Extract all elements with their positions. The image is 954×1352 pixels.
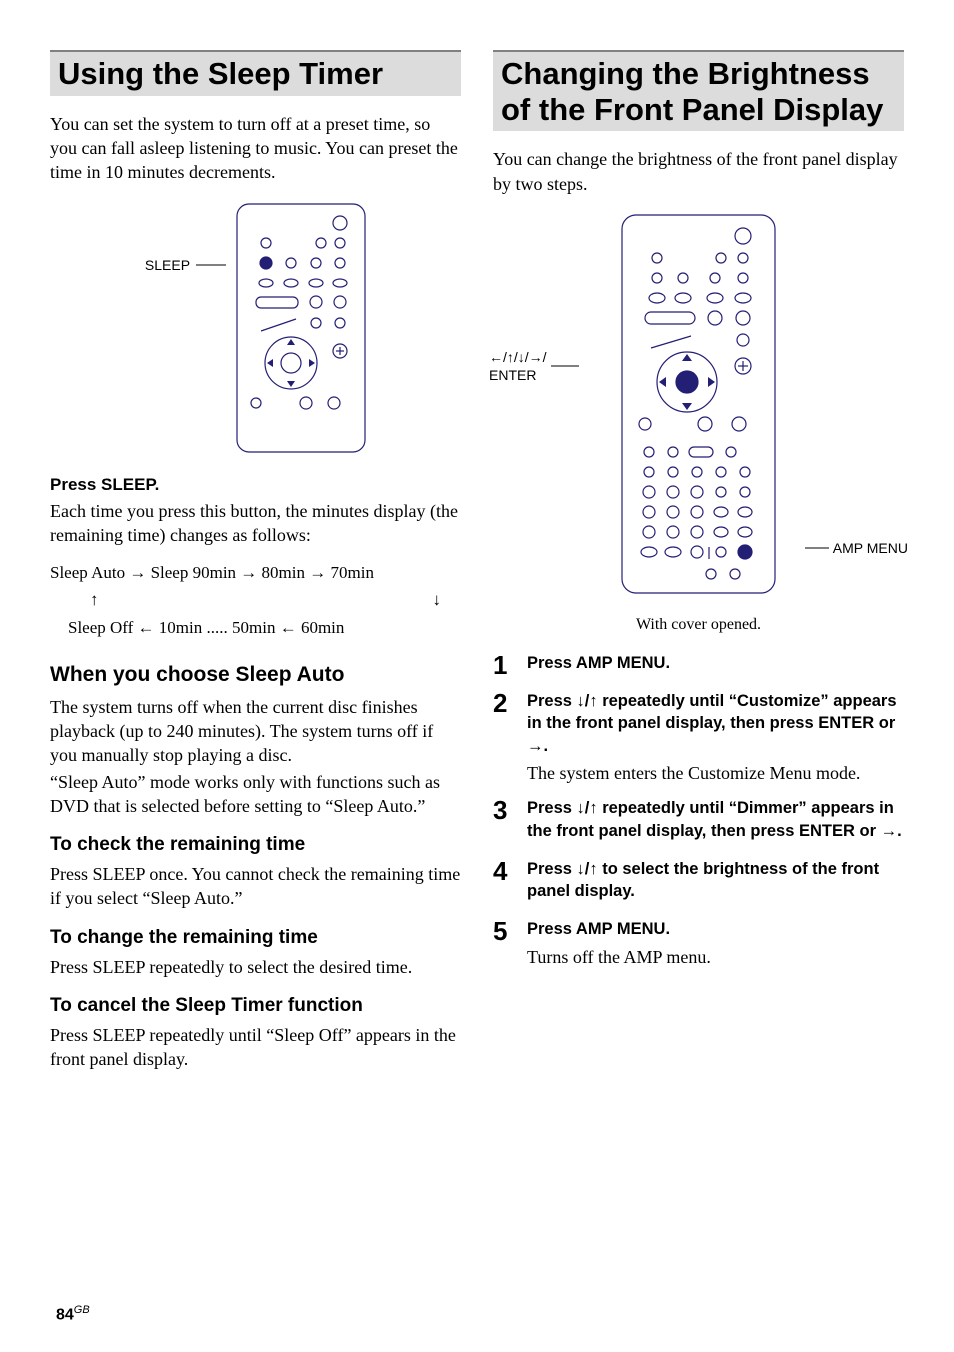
cycle-down-arrow: ↓ [433, 586, 442, 613]
remote-small-icon [236, 203, 366, 453]
step-num: 5 [493, 918, 511, 944]
cancel-body: Press SLEEP repeatedly until “Sleep Off”… [50, 1023, 461, 1072]
step-instr: Press ↓/↑ to select the brightness of th… [527, 858, 904, 903]
auto-body2: “Sleep Auto” mode works only with functi… [50, 770, 461, 819]
press-sleep-heading: Press SLEEP. [50, 475, 461, 495]
callout-line-icon [805, 547, 829, 549]
remote-large-icon [621, 214, 776, 594]
heading-change-remaining: To change the remaining time [50, 927, 461, 949]
page-num-value: 84 [56, 1306, 74, 1323]
step-plain: The system enters the Customize Menu mod… [527, 761, 904, 785]
brightness-steps: 1 Press AMP MENU. 2 Press ↓/↑ repeatedly… [493, 652, 904, 969]
auto-body1: The system turns off when the current di… [50, 695, 461, 768]
step-instr: Press AMP MENU. [527, 652, 904, 674]
callout-line-icon [551, 365, 579, 367]
remote-diagram-brightness: ←/↑/↓/→/ ENTER [493, 214, 904, 594]
callout-amp-menu-label: AMP MENU [833, 540, 908, 556]
callout-enter-label: ←/↑/↓/→/ ENTER [489, 348, 547, 384]
step-num: 2 [493, 690, 511, 716]
step-4: 4 Press ↓/↑ to select the brightness of … [493, 858, 904, 907]
cycle-bottom-row: Sleep Off ← 10min ..... 50min ← 60min [50, 614, 461, 641]
heading-sleep-auto: When you choose Sleep Auto [50, 663, 461, 687]
page-suffix: GB [74, 1304, 90, 1316]
heading-check-remaining: To check the remaining time [50, 834, 461, 856]
step-num: 3 [493, 797, 511, 823]
cycle-top-row: Sleep Auto → Sleep 90min → 80min → 70min [50, 559, 461, 586]
change-body: Press SLEEP repeatedly to select the des… [50, 955, 461, 979]
check-body: Press SLEEP once. You cannot check the r… [50, 862, 461, 911]
step-3: 3 Press ↓/↑ repeatedly until “Dimmer” ap… [493, 797, 904, 846]
cycle-up-arrow: ↑ [90, 586, 99, 613]
page-number: 84GB [56, 1304, 90, 1324]
step-plain: Turns off the AMP menu. [527, 945, 904, 969]
intro-sleep: You can set the system to turn off at a … [50, 112, 461, 185]
step-5: 5 Press AMP MENU. Turns off the AMP menu… [493, 918, 904, 969]
step-instr: Press ↓/↑ repeatedly until “Dimmer” appe… [527, 797, 904, 842]
left-column: Using the Sleep Timer You can set the sy… [50, 50, 461, 1088]
step-num: 1 [493, 652, 511, 678]
press-sleep-body: Each time you press this button, the min… [50, 499, 461, 548]
cover-opened-caption: With cover opened. [493, 616, 904, 634]
step-num: 4 [493, 858, 511, 884]
sleep-cycle-diagram: Sleep Auto → Sleep 90min → 80min → 70min… [50, 559, 461, 641]
callout-sleep-label: SLEEP [145, 257, 190, 273]
remote-diagram-sleep: SLEEP [50, 203, 461, 453]
heading-cancel-sleep: To cancel the Sleep Timer function [50, 995, 461, 1017]
step-instr: Press ↓/↑ repeatedly until “Customize” a… [527, 690, 904, 757]
step-2: 2 Press ↓/↑ repeatedly until “Customize”… [493, 690, 904, 785]
step-instr: Press AMP MENU. [527, 918, 904, 940]
callout-line-icon [196, 264, 226, 266]
section-title-sleep: Using the Sleep Timer [50, 50, 461, 96]
right-column: Changing the Brightness of the Front Pan… [493, 50, 904, 1088]
step-1: 1 Press AMP MENU. [493, 652, 904, 678]
section-title-brightness: Changing the Brightness of the Front Pan… [493, 50, 904, 131]
intro-brightness: You can change the brightness of the fro… [493, 147, 904, 196]
